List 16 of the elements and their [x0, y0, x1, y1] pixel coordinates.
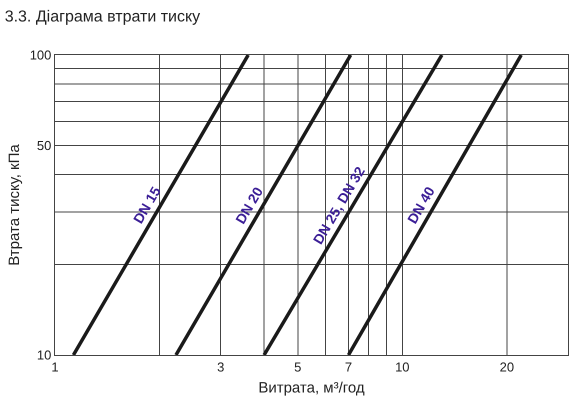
text: DN 20 [232, 184, 266, 227]
x-tick-label: 5 [294, 360, 302, 375]
chart-title: 3.3. Діаграма втрати тиску [4, 8, 200, 26]
y-tick-label: 100 [30, 48, 52, 63]
y-tick-label: 50 [36, 138, 52, 153]
x-tick-label: 10 [395, 360, 410, 375]
x-tick-label: 1 [51, 360, 59, 375]
y-axis-title: Втрата тиску, кПа [6, 144, 23, 266]
x-axis-title: Витрата, м³/год [258, 380, 365, 397]
x-tick-label: 7 [344, 360, 352, 375]
text: DN 15 [130, 184, 164, 226]
y-tick-label: 10 [36, 348, 52, 363]
x-tick-label: 20 [500, 360, 514, 375]
x-tick-label: 3 [217, 360, 224, 375]
text: DN 25, DN 32 [310, 164, 368, 247]
text: DN 40 [404, 184, 438, 226]
